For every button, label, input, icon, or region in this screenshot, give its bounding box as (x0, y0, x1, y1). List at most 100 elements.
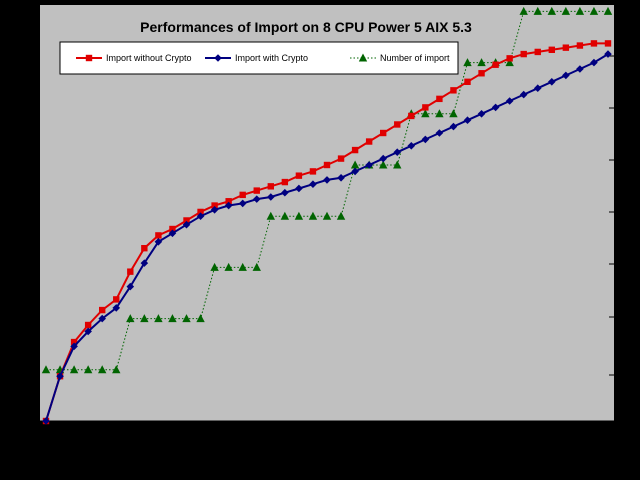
data-point (589, 6, 599, 15)
data-point (562, 44, 570, 51)
data-point (604, 50, 612, 58)
data-point (210, 206, 219, 214)
data-point (379, 154, 387, 163)
data-point (520, 50, 527, 58)
data-point (533, 6, 542, 15)
data-point (294, 211, 304, 220)
data-point (85, 54, 93, 62)
data-point (548, 46, 555, 53)
data-point (336, 211, 346, 220)
data-point (380, 129, 387, 137)
data-point (70, 338, 78, 346)
data-point (196, 314, 205, 323)
data-point (534, 48, 541, 56)
data-point (393, 148, 402, 156)
data-point (113, 296, 120, 303)
data-point (224, 262, 233, 271)
data-point (84, 327, 92, 336)
data-point (84, 321, 92, 329)
data-point (519, 6, 528, 15)
data-point (295, 184, 303, 193)
data-point (182, 314, 191, 323)
data-point (41, 365, 51, 374)
data-point (519, 90, 528, 99)
data-point (436, 95, 443, 103)
data-point (154, 238, 163, 246)
legend: Import without Crypto Import with Crypto N… (59, 41, 459, 75)
data-point (295, 172, 303, 179)
data-point (576, 65, 584, 73)
data-point (197, 208, 204, 216)
data-point (449, 109, 458, 118)
data-point (309, 168, 317, 175)
data-point (182, 220, 191, 229)
data-point (505, 97, 514, 105)
data-point (350, 160, 360, 169)
data-point (408, 112, 415, 120)
data-point (309, 180, 317, 188)
data-point (155, 232, 162, 239)
data-point (239, 191, 246, 199)
data-point (252, 195, 261, 203)
data-point (407, 142, 416, 150)
data-point (210, 262, 219, 271)
data-point (547, 6, 556, 15)
data-point (464, 78, 471, 85)
data-point (98, 314, 106, 323)
data-point (224, 201, 233, 210)
data-point (561, 6, 571, 15)
data-point (351, 167, 359, 176)
data-point (365, 161, 373, 169)
data-point (337, 174, 345, 182)
data-point (267, 183, 274, 190)
legend-box (59, 41, 459, 75)
data-point (253, 187, 260, 194)
data-point (421, 135, 430, 144)
data-point (211, 202, 218, 209)
data-point (394, 121, 401, 128)
data-point (422, 104, 429, 111)
data-point (393, 160, 402, 169)
data-point (477, 58, 486, 67)
data-point (435, 129, 444, 137)
data-point (379, 160, 388, 169)
data-point (421, 109, 430, 118)
data-point (127, 268, 134, 275)
data-point (183, 217, 190, 224)
data-point (506, 55, 513, 62)
data-point (323, 161, 331, 169)
data-point (168, 229, 177, 238)
data-point (590, 40, 598, 47)
data-point (548, 78, 556, 86)
data-point (126, 282, 135, 291)
legend-label: Import with Crypto (235, 53, 308, 63)
data-point (576, 42, 584, 49)
data-point (491, 103, 500, 112)
data-point (267, 193, 275, 201)
data-point (533, 84, 542, 92)
data-point (562, 71, 570, 80)
data-point (238, 199, 247, 208)
data-point (505, 58, 514, 67)
data-point (126, 314, 135, 323)
data-point (450, 87, 457, 94)
data-point (168, 314, 177, 323)
data-point (365, 138, 373, 145)
data-point (449, 122, 458, 131)
data-point (225, 198, 232, 205)
data-point (266, 211, 275, 220)
data-point (463, 116, 472, 124)
data-point (140, 259, 149, 267)
data-point (604, 40, 612, 47)
data-point (140, 314, 149, 323)
data-point (98, 365, 107, 374)
legend-label: Import without Crypto (106, 53, 192, 63)
data-point (69, 365, 79, 374)
data-point (492, 61, 499, 68)
data-point (463, 58, 472, 67)
data-point (478, 70, 485, 77)
data-point (281, 188, 289, 197)
chart-title: Performances of Import on 8 CPU Power 5 … (140, 19, 472, 35)
data-point (603, 6, 613, 15)
